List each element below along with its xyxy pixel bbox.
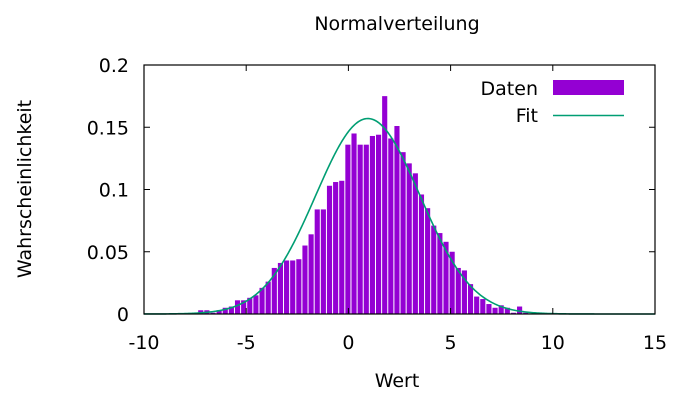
histogram-bar xyxy=(449,251,455,314)
histogram-bar xyxy=(222,307,228,314)
legend-swatch-daten xyxy=(553,80,624,95)
legend-label-fit: Fit xyxy=(516,105,538,127)
histogram-bar xyxy=(277,262,284,314)
histogram-bar xyxy=(259,287,265,314)
histogram-bar xyxy=(290,260,296,314)
histogram-bar xyxy=(431,225,437,314)
histogram-bar xyxy=(357,144,363,314)
histogram-bar xyxy=(394,126,400,314)
histogram-bar xyxy=(265,281,271,314)
histogram-bar xyxy=(400,152,406,314)
histogram-bar xyxy=(406,163,412,314)
histogram-bar xyxy=(320,209,326,314)
histogram-bar xyxy=(241,300,247,314)
histogram-bar xyxy=(443,241,449,314)
histogram-bar xyxy=(326,185,333,314)
histogram-bar xyxy=(302,245,308,314)
histogram-bar xyxy=(308,234,314,314)
histogram-bars xyxy=(198,96,529,314)
histogram-bar xyxy=(455,267,461,314)
y-axis: 0 0.05 0.1 0.15 0.2 xyxy=(87,55,655,326)
histogram-bar xyxy=(284,260,290,314)
x-tick-label: -10 xyxy=(128,332,159,354)
x-tick-label: 15 xyxy=(643,332,667,354)
x-axis-label: Wert xyxy=(375,370,420,392)
histogram-bar xyxy=(363,144,369,314)
x-tick-label: 10 xyxy=(541,332,565,354)
x-tick-label: 5 xyxy=(445,332,457,354)
y-tick-label: 0.1 xyxy=(99,180,129,202)
histogram-bar xyxy=(253,295,259,314)
histogram-bar xyxy=(339,180,345,314)
histogram-bar xyxy=(247,297,253,314)
histogram-bar xyxy=(382,96,388,314)
histogram-bar xyxy=(412,173,418,314)
histogram-bar xyxy=(345,144,351,314)
y-tick-label: 0.15 xyxy=(87,117,129,139)
y-tick-label: 0.2 xyxy=(99,55,129,77)
histogram-bar xyxy=(425,208,431,314)
histogram-bar xyxy=(474,296,480,314)
histogram-bar xyxy=(517,306,523,314)
histogram-bar xyxy=(314,209,320,314)
histogram-bar xyxy=(461,270,467,314)
legend-label-daten: Daten xyxy=(481,78,538,100)
x-tick-label: -5 xyxy=(237,332,256,354)
histogram-bar xyxy=(333,182,339,314)
histogram-bar xyxy=(271,267,277,314)
histogram-bar xyxy=(492,307,498,314)
histogram-bar xyxy=(216,310,222,314)
histogram-bar xyxy=(375,134,382,314)
histogram-bar xyxy=(467,284,474,314)
histogram-bar xyxy=(296,259,302,314)
histogram-bar xyxy=(437,233,443,314)
histogram-bar xyxy=(480,299,486,314)
histogram-bar xyxy=(498,305,504,314)
x-tick-label: 0 xyxy=(342,332,354,354)
histogram-bar xyxy=(510,312,517,314)
histogram-bar xyxy=(369,135,375,314)
histogram-bar xyxy=(234,300,241,314)
legend: Daten Fit xyxy=(481,78,624,127)
x-axis: -10 -5 0 5 10 15 xyxy=(128,65,667,354)
histogram-bar xyxy=(418,194,425,314)
histogram-bar xyxy=(504,307,510,314)
y-tick-label: 0.05 xyxy=(87,242,129,264)
histogram-bar xyxy=(486,304,492,314)
histogram-bar xyxy=(523,312,529,314)
y-axis-label: Wahrscheinlichkeit xyxy=(14,100,36,278)
histogram-bar xyxy=(388,138,394,314)
y-tick-label: 0 xyxy=(117,304,129,326)
chart-title: Normalverteilung xyxy=(314,13,479,35)
histogram-bar xyxy=(228,306,234,314)
histogram-bar xyxy=(210,312,216,314)
histogram-bar xyxy=(351,133,357,314)
